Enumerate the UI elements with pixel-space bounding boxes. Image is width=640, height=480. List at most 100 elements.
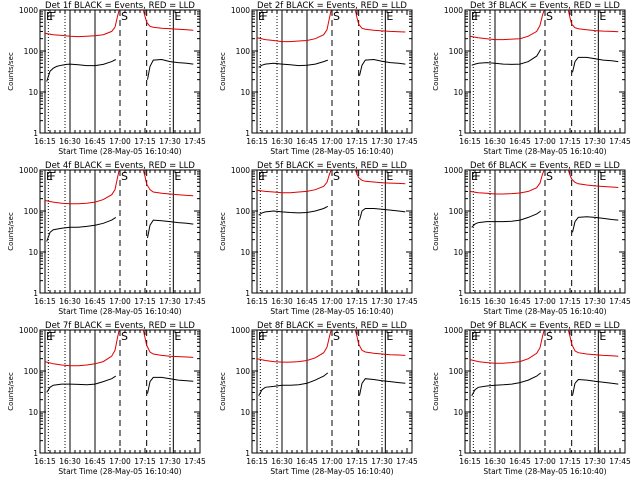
y-axis-label: Counts/sec xyxy=(432,372,440,411)
lld-rate-line xyxy=(142,170,194,197)
y-axis-label: Counts/sec xyxy=(7,52,15,91)
event-marker-label: E xyxy=(46,10,53,23)
x-tick-label: 16:45 xyxy=(296,457,318,466)
event-marker-label: E xyxy=(386,330,393,343)
detector-panel: Det 5f BLACK = Events, RED = LLD Counts/s… xyxy=(219,161,418,316)
y-tick-label: 10 xyxy=(28,88,38,97)
event-marker-label: S xyxy=(121,10,128,23)
x-tick-label: 17:30 xyxy=(371,297,393,306)
x-axis: 16:15 16:30 16:45 17:00 17:15 17:30 17:45 xyxy=(459,10,631,146)
event-markers: EF S E xyxy=(44,10,181,133)
series-group xyxy=(469,170,619,233)
event-markers: EF S E xyxy=(256,330,393,453)
x-axis-label: Start Time (28-May-05 16:10:40) xyxy=(270,467,393,476)
x-tick-label: 17:00 xyxy=(321,457,343,466)
x-tick-label: 17:45 xyxy=(396,137,418,146)
event-marker-label: E xyxy=(471,330,478,343)
detector-panel: Det 3f BLACK = Events, RED = LLD Counts/s… xyxy=(432,1,631,156)
x-tick-label: 16:45 xyxy=(509,297,531,306)
x-tick-label: 17:15 xyxy=(134,137,156,146)
y-axis-label: Counts/sec xyxy=(7,212,15,251)
event-markers: EF S E xyxy=(44,330,181,453)
events-rate-line xyxy=(359,58,406,76)
y-tick-label: 1 xyxy=(458,289,463,298)
event-marker-label: S xyxy=(546,330,553,343)
event-marker-label: S xyxy=(333,330,340,343)
x-tick-label: 17:30 xyxy=(584,297,606,306)
series-group xyxy=(256,10,406,76)
y-tick-label: 10 xyxy=(453,248,463,257)
x-tick-label: 16:45 xyxy=(509,457,531,466)
x-tick-label: 17:30 xyxy=(159,297,181,306)
y-axis: 1 10 100 1000 xyxy=(231,166,412,298)
y-axis-label: Counts/sec xyxy=(219,212,227,251)
x-axis-label: Start Time (28-May-05 16:10:40) xyxy=(270,307,393,316)
x-tick-label: 16:45 xyxy=(84,457,106,466)
y-tick-label: 10 xyxy=(453,88,463,97)
lld-rate-line xyxy=(567,330,619,357)
lld-rate-line xyxy=(567,10,619,33)
y-axis: 1 10 100 1000 xyxy=(231,6,412,138)
x-axis: 16:15 16:30 16:45 17:00 17:15 17:30 17:45 xyxy=(34,10,206,146)
x-axis-label: Start Time (28-May-05 16:10:40) xyxy=(483,147,606,156)
y-tick-label: 1000 xyxy=(19,166,38,175)
y-tick-label: 100 xyxy=(449,207,464,216)
event-marker-label: E xyxy=(258,170,265,183)
event-markers: EF S E xyxy=(256,170,393,293)
x-tick-label: 17:45 xyxy=(396,297,418,306)
events-rate-line xyxy=(471,372,542,396)
event-marker-label: F xyxy=(474,170,480,183)
x-tick-label: 16:45 xyxy=(296,297,318,306)
x-tick-label: 17:15 xyxy=(559,297,581,306)
event-marker-label: E xyxy=(258,10,265,23)
x-tick-label: 17:30 xyxy=(159,137,181,146)
x-tick-label: 16:15 xyxy=(34,137,56,146)
event-marker-label: E xyxy=(471,10,478,23)
event-marker-label: F xyxy=(49,10,55,23)
x-axis-label: Start Time (28-May-05 16:10:40) xyxy=(483,467,606,476)
detector-panel: Det 6f BLACK = Events, RED = LLD Counts/s… xyxy=(432,161,631,316)
x-tick-label: 17:30 xyxy=(584,137,606,146)
lld-rate-line xyxy=(256,10,332,43)
x-tick-label: 16:15 xyxy=(246,457,268,466)
x-tick-label: 16:45 xyxy=(296,137,318,146)
event-marker-label: E xyxy=(46,170,53,183)
y-tick-label: 1000 xyxy=(231,166,250,175)
events-rate-line xyxy=(46,216,117,242)
y-tick-label: 1 xyxy=(33,449,38,458)
event-marker-label: F xyxy=(261,330,267,343)
series-group xyxy=(44,10,194,82)
event-markers: EF S E xyxy=(469,10,606,133)
event-markers: EF S E xyxy=(469,330,606,453)
events-rate-line xyxy=(471,49,542,66)
lld-rate-line xyxy=(469,170,545,195)
event-marker-label: E xyxy=(386,170,393,183)
x-axis-label: Start Time (28-May-05 16:10:40) xyxy=(58,307,181,316)
x-tick-label: 17:45 xyxy=(396,457,418,466)
x-tick-label: 17:45 xyxy=(609,457,631,466)
events-rate-line xyxy=(258,59,328,68)
x-tick-label: 16:30 xyxy=(271,297,293,306)
x-tick-label: 17:15 xyxy=(559,137,581,146)
event-marker-label: E xyxy=(258,330,265,343)
series-group xyxy=(469,330,619,396)
events-rate-line xyxy=(46,59,117,82)
event-marker-label: E xyxy=(599,330,606,343)
panel-title: Det 9f BLACK = Events, RED = LLD xyxy=(470,321,620,331)
x-tick-label: 17:00 xyxy=(534,297,556,306)
x-axis-label: Start Time (28-May-05 16:10:40) xyxy=(483,307,606,316)
x-tick-label: 17:00 xyxy=(321,137,343,146)
y-tick-label: 100 xyxy=(24,207,39,216)
y-tick-label: 1 xyxy=(33,289,38,298)
event-marker-label: E xyxy=(599,10,606,23)
panel-title: Det 8f BLACK = Events, RED = LLD xyxy=(257,321,407,331)
x-tick-label: 17:15 xyxy=(134,297,156,306)
y-axis-label: Counts/sec xyxy=(219,52,227,91)
y-axis-label: Counts/sec xyxy=(432,212,440,251)
lld-rate-line xyxy=(256,330,332,363)
event-markers: EF S E xyxy=(469,170,606,293)
y-axis: 1 10 100 1000 xyxy=(444,6,625,138)
lld-rate-line xyxy=(354,10,406,33)
x-tick-label: 17:00 xyxy=(534,137,556,146)
x-tick-label: 16:15 xyxy=(246,137,268,146)
